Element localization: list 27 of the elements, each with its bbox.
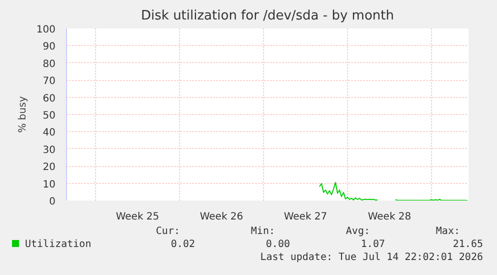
y-tick-label: 90 [42, 42, 56, 53]
text: 1.07 [360, 239, 385, 250]
x-tick-label: Week 27 [284, 212, 328, 222]
text: 0.00 [266, 239, 290, 250]
y-tick-label: 40 [42, 128, 56, 139]
text: 21.65 [452, 239, 483, 250]
y-tick-label: 100 [36, 24, 56, 36]
x-tick-label: Week 26 [200, 212, 244, 222]
y-tick-label: 0 [49, 196, 56, 208]
chart-title: Disk utilization for /dev/sda - by month [141, 8, 394, 24]
x-tick-label: Week 25 [116, 212, 160, 222]
text: Avg: [346, 226, 370, 237]
y-axis-title: % busy [17, 96, 28, 133]
y-tick-label: 50 [42, 110, 56, 122]
text: Cur: [154, 225, 180, 239]
text: 0.02 [170, 239, 195, 250]
legend-label: Utilization [24, 238, 92, 252]
y-tick-label: 10 [42, 179, 56, 190]
y-tick-label: 20 [42, 162, 56, 174]
text: Last update: Tue Jul 14 22:02:01 2026 [259, 251, 483, 265]
y-tick-label: 80 [42, 58, 56, 70]
y-tick-label: 60 [42, 93, 56, 104]
x-tick-label: Week 28 [368, 212, 412, 222]
text: Max: [436, 226, 460, 237]
text: Min: [250, 226, 275, 237]
y-tick-label: 70 [42, 76, 56, 88]
y-tick-label: 30 [42, 144, 56, 156]
